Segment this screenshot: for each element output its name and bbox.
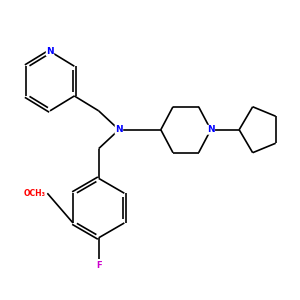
Text: O: O [39, 189, 46, 198]
Text: N: N [115, 125, 123, 134]
Text: N: N [46, 47, 54, 56]
Text: F: F [96, 261, 101, 270]
Text: OCH₃: OCH₃ [24, 189, 46, 198]
Text: N: N [207, 125, 214, 134]
